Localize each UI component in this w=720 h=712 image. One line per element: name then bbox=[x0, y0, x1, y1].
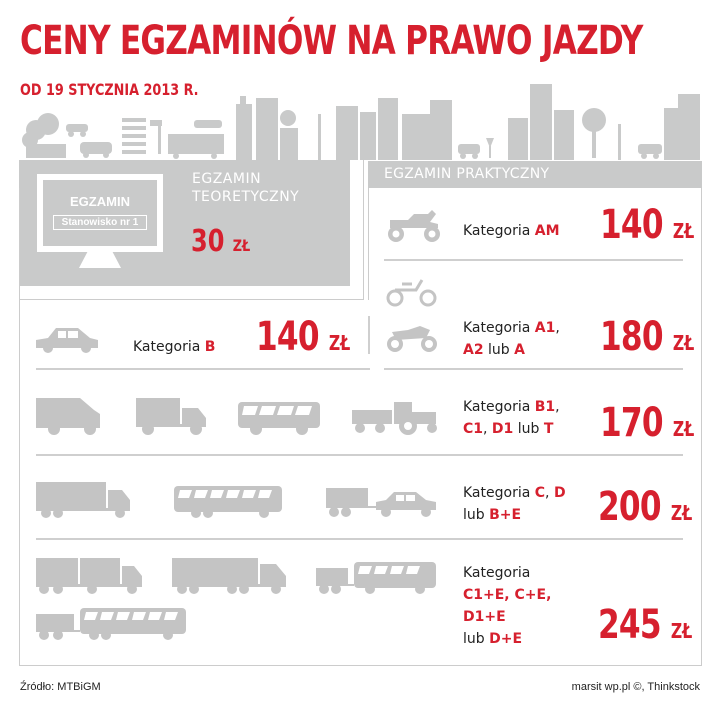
theory-exam-price: 30 ZŁ bbox=[191, 224, 251, 259]
minibus-icon bbox=[238, 402, 320, 435]
image-credits: marsit wp.pl ©, Thinkstock bbox=[571, 681, 700, 693]
source-note: Źródło: MTBiGM bbox=[20, 681, 101, 693]
bus-with-trailer-icon bbox=[36, 608, 186, 640]
theory-exam-panel: EGZAMIN Stanowisko nr 1 EGZAMIN TEORETYC… bbox=[19, 160, 350, 286]
category-b1-price: 170 ZŁ bbox=[600, 400, 695, 446]
car-with-trailer-icon bbox=[326, 488, 436, 517]
monitor-stand-icon bbox=[79, 252, 121, 268]
vertical-separator bbox=[368, 316, 370, 354]
category-a-label: Kategoria A1, A2 lub A bbox=[463, 320, 560, 358]
row-divider bbox=[36, 368, 370, 370]
row-divider bbox=[384, 368, 683, 370]
computer-monitor-icon: EGZAMIN Stanowisko nr 1 bbox=[37, 174, 163, 252]
category-b-price: 140 ZŁ bbox=[256, 314, 351, 360]
minibus-with-trailer-icon bbox=[316, 562, 436, 594]
row-divider bbox=[36, 454, 683, 456]
page-subtitle: OD 19 STYCZNIA 2013 R. bbox=[20, 80, 199, 99]
motorcycle-icon bbox=[387, 326, 437, 352]
theory-label-line1: EGZAMIN bbox=[192, 171, 262, 187]
car-icon bbox=[36, 328, 98, 353]
category-b1-label: Kategoria B1, C1, D1 lub T bbox=[463, 399, 560, 437]
moped-icon bbox=[386, 279, 437, 307]
monitor-title: EGZAMIN bbox=[70, 194, 130, 209]
category-ce-price: 245 ZŁ bbox=[598, 602, 693, 648]
panel-border bbox=[368, 188, 369, 300]
monitor-station-label: Stanowisko nr 1 bbox=[53, 215, 147, 230]
practical-exam-panel bbox=[19, 188, 702, 666]
row-divider bbox=[36, 538, 683, 540]
van-icon bbox=[36, 398, 100, 435]
row-divider bbox=[384, 259, 683, 261]
theory-label-line2: TEORETYCZNY bbox=[192, 189, 300, 205]
page-title: CENY EGZAMINÓW NA PRAWO JAZDY bbox=[20, 18, 643, 64]
truck-with-trailer-icon bbox=[36, 558, 142, 594]
bus-icon bbox=[174, 486, 282, 518]
category-c-label: Kategoria C, D lub B+E bbox=[463, 485, 566, 523]
truck-icon bbox=[36, 482, 130, 518]
tractor-trailer-icon bbox=[352, 402, 437, 435]
quad-bike-icon bbox=[388, 210, 440, 242]
practical-exam-header: EGZAMIN PRAKTYCZNY bbox=[368, 161, 702, 188]
category-a-price: 180 ZŁ bbox=[600, 314, 695, 360]
small-truck-icon bbox=[136, 398, 206, 435]
category-c-price: 200 ZŁ bbox=[598, 484, 693, 530]
category-am-price: 140 ZŁ bbox=[600, 202, 695, 248]
category-am-label: Kategoria AM bbox=[463, 223, 560, 239]
category-ce-label: Kategoria C1+E, C+E, D1+E lub D+E bbox=[463, 565, 552, 647]
theory-exam-label: EGZAMIN TEORETYCZNY bbox=[192, 170, 299, 206]
city-skyline-illustration bbox=[22, 84, 700, 160]
category-b-label: Kategoria B bbox=[133, 339, 216, 355]
theory-section-outline bbox=[19, 160, 364, 300]
semi-truck-icon bbox=[172, 558, 286, 594]
